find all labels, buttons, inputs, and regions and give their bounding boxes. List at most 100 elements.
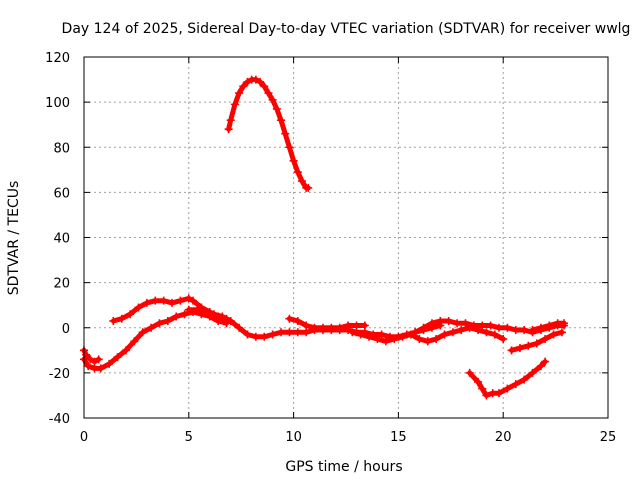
series-trace: [349, 329, 431, 344]
data-point: [260, 332, 269, 341]
data-point: [520, 326, 529, 335]
data-point: [398, 332, 407, 341]
y-tick-label: 40: [53, 232, 70, 247]
data-point: [536, 323, 545, 332]
data-point: [490, 330, 499, 339]
data-point: [344, 321, 353, 330]
data-point: [528, 368, 537, 377]
data-point: [235, 323, 244, 332]
data-point: [285, 328, 294, 337]
data-point: [159, 296, 168, 305]
data-point: [272, 104, 281, 113]
data-point: [94, 355, 103, 364]
data-point: [474, 326, 483, 335]
data-point: [432, 335, 441, 344]
data-point: [503, 323, 512, 332]
x-tick-label: 0: [80, 430, 88, 445]
data-point: [105, 359, 114, 368]
data-point: [293, 316, 302, 325]
data-point: [243, 77, 252, 86]
data-point: [277, 328, 286, 337]
data-point: [268, 95, 277, 104]
data-layer: [80, 75, 568, 400]
data-point: [84, 362, 93, 371]
y-tick-label: 60: [53, 186, 70, 201]
series-arc-low-scatter: [348, 328, 432, 346]
data-point: [503, 384, 512, 393]
data-point: [302, 328, 311, 337]
data-point: [524, 341, 533, 350]
data-point: [226, 316, 235, 325]
data-point: [285, 314, 294, 323]
data-point: [495, 389, 504, 398]
data-point: [352, 321, 361, 330]
data-point: [511, 380, 520, 389]
data-point: [130, 337, 139, 346]
data-point: [268, 330, 277, 339]
data-point: [478, 321, 487, 330]
data-point: [549, 330, 558, 339]
data-point: [117, 314, 126, 323]
series-arc-dip: [465, 357, 550, 400]
data-point: [482, 328, 491, 337]
data-point: [289, 156, 298, 165]
data-point: [444, 316, 453, 325]
data-point: [226, 116, 235, 125]
x-tick-label: 15: [390, 430, 407, 445]
data-point: [293, 328, 302, 337]
data-point: [423, 337, 432, 346]
data-point: [419, 323, 428, 332]
data-point: [243, 330, 252, 339]
y-tick-label: 80: [53, 141, 70, 156]
data-point: [251, 332, 260, 341]
data-point: [151, 296, 160, 305]
data-point: [536, 362, 545, 371]
data-point: [356, 330, 365, 339]
data-point: [86, 355, 95, 364]
y-tick-label: -20: [49, 367, 70, 382]
data-point: [436, 316, 445, 325]
data-point: [528, 326, 537, 335]
data-point: [209, 310, 218, 319]
data-point: [297, 177, 306, 186]
x-tick-label: 5: [185, 430, 193, 445]
data-point: [172, 312, 181, 321]
data-point: [360, 321, 369, 330]
data-point: [256, 77, 265, 86]
data-point: [532, 339, 541, 348]
data-point: [224, 125, 233, 134]
data-point: [474, 377, 483, 386]
data-point: [188, 296, 197, 305]
data-point: [214, 316, 223, 325]
series-trace: [425, 325, 506, 344]
data-point: [440, 330, 449, 339]
data-point: [113, 353, 122, 362]
data-point: [126, 310, 135, 319]
data-point: [411, 328, 420, 337]
data-point: [90, 357, 99, 366]
data-point: [515, 344, 524, 353]
data-point: [264, 89, 273, 98]
data-point: [461, 319, 470, 328]
data-point: [390, 335, 399, 344]
series-trace: [286, 316, 368, 331]
data-point: [184, 294, 193, 303]
data-point: [184, 305, 193, 314]
data-point: [520, 375, 529, 384]
data-point: [457, 326, 466, 335]
x-tick-label: 20: [495, 430, 512, 445]
y-axis-title: SDTVAR / TECUs: [6, 181, 22, 296]
data-point: [147, 323, 156, 332]
data-point: [453, 319, 462, 328]
data-point: [235, 89, 244, 98]
data-point: [304, 183, 313, 192]
data-point: [82, 350, 91, 359]
data-point: [230, 100, 239, 109]
data-point: [134, 303, 143, 312]
data-point: [251, 75, 260, 84]
data-point: [163, 316, 172, 325]
data-point: [327, 323, 336, 332]
data-point: [318, 323, 327, 332]
data-point: [448, 328, 457, 337]
